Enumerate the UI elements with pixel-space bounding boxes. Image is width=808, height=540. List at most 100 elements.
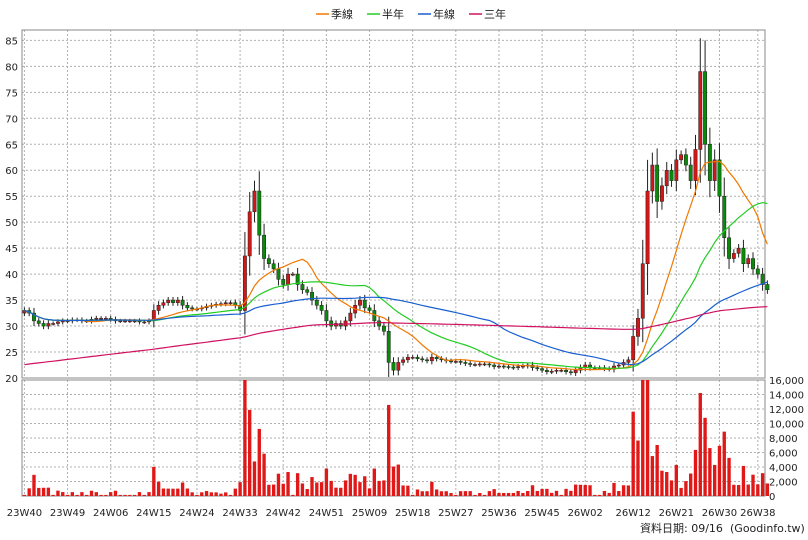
volume-bar [602, 490, 607, 496]
volume-tick-label: 14,000 [769, 391, 804, 402]
legend-label: 三年 [484, 7, 506, 21]
candle-body [103, 318, 108, 320]
volume-bar [741, 465, 746, 496]
volume-bar [554, 490, 559, 496]
week-tick-label: 26W30 [702, 508, 737, 519]
volume-bar [104, 494, 108, 496]
volume-bar [310, 477, 314, 496]
volume-bar [530, 485, 535, 496]
volume-bar [214, 492, 218, 496]
ma-threeyear-line [24, 306, 768, 366]
volume-bar [564, 488, 568, 496]
volume-bar [324, 468, 329, 496]
volume-bar [252, 461, 257, 496]
volume-bar [660, 470, 664, 496]
candle-body [650, 164, 655, 192]
candle-body [127, 320, 132, 323]
volume-bar [631, 411, 635, 496]
volume-bar [482, 494, 487, 496]
volume-bar [569, 490, 573, 496]
volume-bar [228, 494, 233, 496]
candle-body [166, 299, 171, 303]
volume-bar [190, 492, 194, 496]
volume-bar [319, 482, 324, 496]
candle-body [319, 305, 324, 311]
volume-bar [89, 490, 94, 496]
candle-body [223, 302, 228, 304]
volume-bar [391, 466, 396, 496]
volume-bar [22, 494, 27, 496]
volume-bar [607, 492, 611, 496]
volume-bar [147, 492, 151, 496]
volume-bar [180, 482, 185, 496]
candle-body [741, 247, 746, 264]
candle-body [544, 369, 549, 373]
candle-body [56, 321, 60, 324]
volume-bar [396, 464, 400, 496]
candle-body [688, 164, 693, 181]
volume-bar [597, 494, 602, 496]
volume-bar [118, 494, 122, 496]
candle-body [118, 320, 123, 323]
candle-body [142, 321, 147, 324]
candle-body [137, 320, 142, 323]
volume-bar [387, 404, 391, 496]
volume-bar [588, 485, 592, 496]
candle-body [731, 253, 736, 259]
volume-bar [593, 494, 597, 496]
candle-body [425, 359, 429, 362]
volume-bar [156, 481, 161, 496]
week-tick-label: 25W18 [395, 508, 430, 519]
candle-body [305, 289, 310, 293]
volume-bar [142, 494, 146, 496]
candle-body [655, 164, 660, 202]
volume-bars [22, 380, 770, 496]
candle-body [420, 358, 425, 361]
candle-body [161, 302, 166, 306]
candle-body [396, 362, 401, 371]
candle-body [540, 368, 545, 371]
volume-bar [444, 491, 448, 496]
volume-bar [286, 472, 290, 496]
volume-tick-label: 6,000 [769, 449, 798, 460]
candle-body [266, 258, 271, 264]
candle-body [252, 190, 257, 213]
volume-bar [760, 473, 765, 496]
volume-bar [679, 487, 683, 496]
volume-bar [641, 380, 645, 496]
volume-bar [535, 490, 539, 496]
candle-body [175, 299, 180, 303]
candle-body [746, 258, 751, 264]
volume-bar [406, 485, 410, 496]
week-tick-label: 25W45 [524, 508, 559, 519]
volume-tick-label: 16,000 [769, 376, 804, 387]
volume-bar [722, 431, 726, 496]
volume-bar [502, 492, 506, 496]
candle-body [482, 363, 487, 366]
candle-body [238, 305, 243, 311]
volume-bar [109, 492, 113, 496]
volume-bar [195, 494, 199, 496]
volume-bar [478, 492, 482, 496]
candle-body [185, 305, 190, 309]
candle-body [703, 71, 708, 145]
week-tick-label: 24W24 [179, 508, 214, 519]
volume-bar [636, 440, 640, 496]
legend-label: 年線 [433, 7, 455, 21]
volume-bar [358, 482, 362, 496]
candle-body [674, 159, 679, 181]
candle-body [568, 371, 573, 374]
price-tick-label: 40 [5, 270, 18, 281]
volume-bar [550, 492, 554, 496]
volume-bar [343, 480, 348, 496]
candle-body [492, 364, 497, 367]
volume-bar [377, 480, 381, 496]
candle-body [180, 299, 185, 306]
candle-body [381, 325, 386, 332]
week-tick-label: 23W49 [50, 508, 85, 519]
candle-body [51, 323, 56, 325]
volume-bar [559, 494, 563, 496]
candle-body [736, 247, 741, 254]
volume-bar [238, 482, 242, 496]
volume-bar [27, 488, 31, 496]
